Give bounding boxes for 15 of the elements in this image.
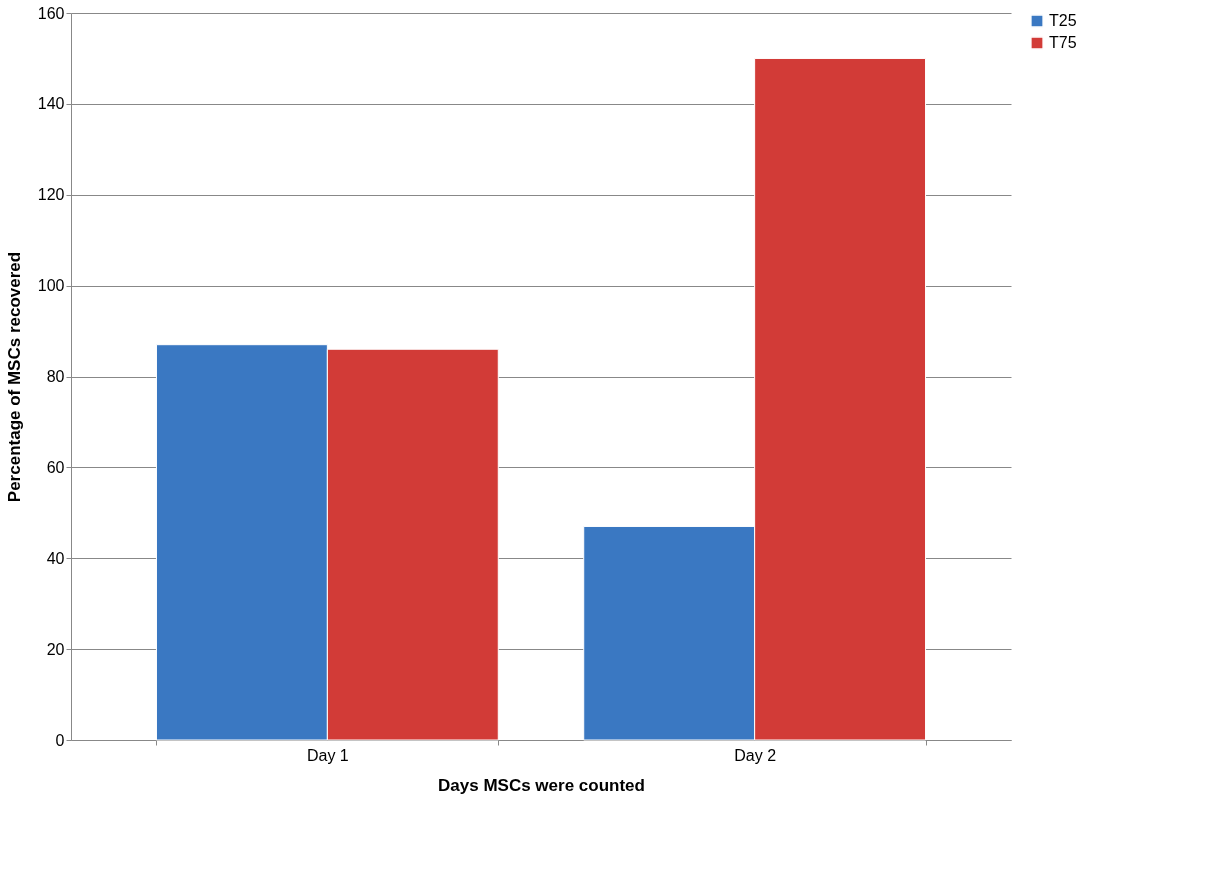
legend-label: T75: [1049, 34, 1077, 51]
y-tick-label: 100: [37, 277, 65, 295]
y-tick-label: 60: [46, 458, 65, 476]
y-tick-label: 80: [46, 368, 65, 385]
legend-label: T25: [1049, 12, 1077, 29]
y-tick-label: 20: [46, 640, 65, 658]
y-axis-title: Percentage of MSCs recovered: [4, 251, 24, 503]
y-tick-label: 140: [37, 95, 65, 113]
x-axis-title: Days MSCs were counted: [438, 775, 645, 795]
y-tick-label: 40: [46, 549, 65, 567]
x-tick-label: Day 2: [734, 746, 777, 764]
y-tick-label: 160: [37, 4, 65, 22]
y-tick-label: 120: [37, 186, 65, 204]
x-tick-label: Day 1: [306, 746, 349, 764]
y-tick-label: 0: [55, 731, 65, 749]
